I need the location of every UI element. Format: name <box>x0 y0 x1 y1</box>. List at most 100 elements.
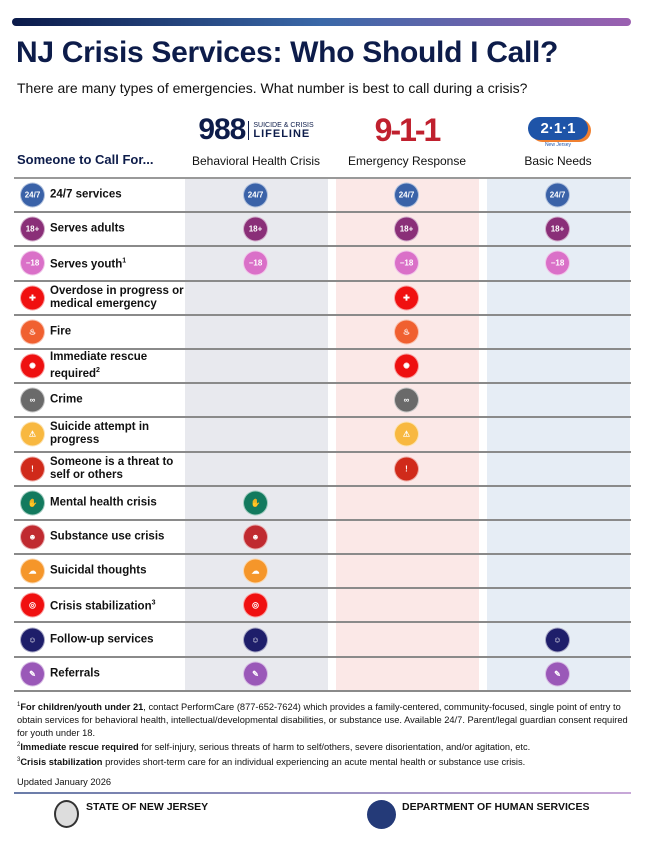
988-logo: 988 <box>198 113 246 146</box>
footnote-text: , contact PerformCare (877-652-7624) whi… <box>17 702 628 739</box>
thought-bubble-icon: ☁ <box>243 558 268 584</box>
youth-under-18-icon: −18 <box>394 250 419 276</box>
document-pen-icon: ✎ <box>20 661 45 687</box>
document-pen-icon: ✎ <box>243 661 268 687</box>
footnote-number: 3 <box>17 757 21 763</box>
table-row: ✎ Referrals ✎ ✎ <box>14 658 631 692</box>
follow-up-person-icon: ☺ <box>545 627 570 653</box>
handcuffs-icon: ∞ <box>20 387 45 413</box>
siren-icon: ✺ <box>20 353 45 379</box>
footnote-1: 1For children/youth under 21, contact Pe… <box>17 699 632 740</box>
warning-triangle-icon: ! <box>20 456 45 482</box>
footnote-2: 2Immediate rescue required for self-inju… <box>17 739 632 754</box>
row-label: Crisis stabilization3 <box>50 597 195 614</box>
nj-state-seal-logo <box>54 800 79 828</box>
page-subtitle: There are many types of emergencies. Wha… <box>17 80 528 96</box>
footnote-bold: Crisis stabilization <box>20 757 103 768</box>
document-pen-icon: ✎ <box>545 661 570 687</box>
helping-hands-icon: ✋ <box>243 490 268 516</box>
211-logo: 2·1·1 <box>528 117 588 140</box>
adults-18-plus-icon: 18+ <box>20 216 45 242</box>
table-row: ✺ Immediate rescue required2 ✺ <box>14 350 631 385</box>
table-row: ✚ Overdose in progress or medical emergen… <box>14 282 631 316</box>
youth-under-18-icon: −18 <box>545 250 570 276</box>
footnote-ref: 1 <box>122 258 127 266</box>
row-label: Immediate rescue required2 <box>50 351 195 381</box>
row-label-text: Mental health crisis <box>50 496 157 509</box>
table-row: ✋ Mental health crisis ✋ <box>14 487 631 521</box>
row-label: Fire <box>50 325 195 338</box>
column-header-911: 9-1-1 Emergency Response <box>332 113 482 168</box>
row-label-text: Crisis stabilization <box>50 600 152 613</box>
row-label-text: Suicidal thoughts <box>50 564 147 577</box>
lifeline-logo-text: SUICIDE & CRISIS LIFELINE <box>248 120 314 140</box>
row-label-text: Crime <box>50 393 83 406</box>
dhs-logo <box>367 800 396 829</box>
services-table: 24/7 24/7 services 24/7 24/7 24/7 18+ Serves a… <box>14 179 631 692</box>
table-row: ◎ Crisis stabilization3 ◎ <box>14 589 631 624</box>
dhs-label: DEPARTMENT OF HUMAN SERVICES <box>402 801 590 813</box>
follow-up-person-icon: ☺ <box>243 627 268 653</box>
column-header-211: 2·1·1 New Jersey Basic Needs <box>483 113 633 168</box>
row-label: Serves youth1 <box>50 255 195 272</box>
row-label-text: Follow-up services <box>50 633 154 646</box>
row-label-text: Referrals <box>50 667 100 680</box>
adults-18-plus-icon: 18+ <box>394 216 419 242</box>
footnote-ref: 3 <box>151 599 156 607</box>
lifebuoy-icon: ◎ <box>243 592 268 618</box>
state-of-nj-label: STATE OF NEW JERSEY <box>86 801 209 813</box>
footnote-number: 2 <box>17 742 21 748</box>
row-label: Serves adults <box>50 223 195 236</box>
gradient-header-bar <box>12 18 631 26</box>
row-label-text: Overdose in progress or medical emergenc… <box>50 284 184 310</box>
distressed-person-icon: ☻ <box>243 524 268 550</box>
footnote-bold: Immediate rescue required <box>20 742 139 753</box>
thought-bubble-icon: ☁ <box>20 558 45 584</box>
medical-cross-icon: ✚ <box>394 285 419 311</box>
adults-18-plus-icon: 18+ <box>243 216 268 242</box>
table-row: ☁ Suicidal thoughts ☁ <box>14 555 631 590</box>
siren-icon: ✺ <box>394 353 419 379</box>
row-label: Referrals <box>50 667 195 680</box>
row-label-text: Immediate rescue required <box>50 351 148 380</box>
footnote-bold: For children/youth under 21 <box>20 702 144 713</box>
helping-hands-icon: ✋ <box>20 490 45 516</box>
table-row: 24/7 24/7 services 24/7 24/7 24/7 <box>14 179 631 214</box>
updated-date: Updated January 2026 <box>17 777 112 787</box>
rows-header: Someone to Call For... <box>17 152 154 167</box>
footnote-text: for self-injury, serious threats of harm… <box>138 742 531 753</box>
row-label-text: Someone is a threat to self or others <box>50 455 174 481</box>
table-row: ⚠ Suicide attempt in progress ⚠ <box>14 418 631 453</box>
column-label-211: Basic Needs <box>524 154 592 168</box>
youth-under-18-icon: −18 <box>243 250 268 276</box>
lifeline-sub2: LIFELINE <box>253 127 311 140</box>
row-label: Suicidal thoughts <box>50 565 195 578</box>
fire-icon: ♨ <box>20 319 45 345</box>
footnote-3: 3Crisis stabilization provides short-ter… <box>17 754 632 769</box>
person-warning-icon: ⚠ <box>394 421 419 447</box>
footer-divider <box>14 792 631 794</box>
row-label-text: Serves adults <box>50 222 125 235</box>
row-label: Substance use crisis <box>50 530 195 543</box>
row-label-text: Fire <box>50 325 72 338</box>
row-label-text: Suicide attempt in progress <box>50 421 150 447</box>
follow-up-person-icon: ☺ <box>20 627 45 653</box>
clock-24-7-icon: 24/7 <box>394 182 419 208</box>
table-row: 18+ Serves adults 18+ 18+ 18+ <box>14 213 631 248</box>
row-label: Suicide attempt in progress <box>50 421 195 447</box>
row-label: Follow-up services <box>50 633 195 646</box>
youth-under-18-icon: −18 <box>20 250 45 276</box>
adults-18-plus-icon: 18+ <box>545 216 570 242</box>
row-label: 24/7 services <box>50 189 195 202</box>
table-row: ! Someone is a threat to self or others! <box>14 453 631 487</box>
page-title: NJ Crisis Services: Who Should I Call? <box>16 36 559 69</box>
row-label: Someone is a threat to self or others <box>50 456 195 482</box>
footnote-number: 1 <box>17 702 21 708</box>
row-label-text: Substance use crisis <box>50 530 165 543</box>
column-label-911: Emergency Response <box>347 154 467 168</box>
footnote-ref: 2 <box>96 367 100 375</box>
table-row: ♨ Fire ♨ <box>14 316 631 350</box>
211-logo-subtext: New Jersey <box>544 142 572 148</box>
table-row: ☺ Follow-up services ☺ ☺ <box>14 623 631 658</box>
